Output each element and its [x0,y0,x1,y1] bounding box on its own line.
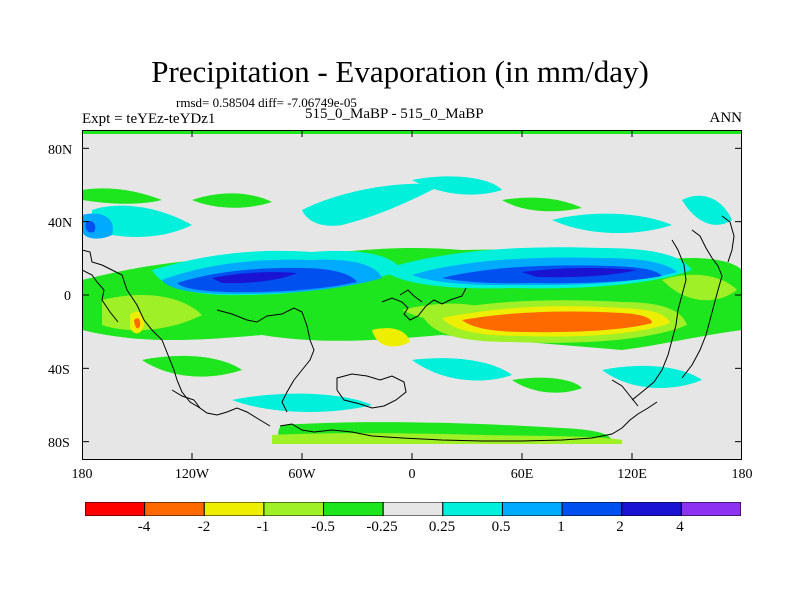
lat-label-0: 0 [64,289,71,304]
stats-text: rmsd= 0.58504 diff= -7.06749e-05 [176,95,357,110]
case-label: 515_0_MaBP - 515_0_MaBP [305,106,484,122]
lat-label-80s: 80S [48,436,70,451]
colorbar-swatch [382,502,444,516]
colorbar-label: -1 [256,519,270,535]
experiment-label: Expt = teYEz-teYDz1 [82,111,216,127]
lon-label-120e: 120E [617,467,647,482]
colorbar-swatch [144,502,205,516]
colorbar-swatch [680,502,741,516]
colorbar-label: 1 [557,519,565,535]
colorbar-label: 4 [676,519,684,535]
colorbar-swatch [561,502,623,516]
axis-ticks [82,130,742,460]
colorbar-swatch [85,502,146,516]
lon-label-180e: 180 [731,467,753,482]
lat-label-40s: 40S [48,363,70,378]
lon-label-180w: 180 [71,467,93,482]
colorbar-label: 0.5 [491,519,511,535]
lon-label-0: 0 [408,467,416,482]
coastlines [82,215,735,442]
colorbar-swatch [323,502,384,516]
lat-label-40n: 40N [48,216,73,231]
lon-label-60e: 60E [510,467,534,482]
colorbar-label: 2 [616,519,624,535]
lat-label-80n: 80N [48,143,73,158]
plot-title: Precipitation - Evaporation (in mm/day) [151,54,649,89]
season-label: ANN [709,110,743,126]
colorbar-label: 0.25 [428,519,456,535]
colorbar-swatch [442,502,503,516]
colorbar-swatch [203,502,265,516]
colorbar-swatch [501,502,563,516]
colorbar-swatch [621,502,682,516]
colorbar-label: -0.25 [366,519,398,535]
map-panel [82,130,742,460]
colorbar-swatch [263,502,325,516]
colorbar-label: -2 [197,519,211,535]
anomaly-field [82,176,742,444]
colorbar [85,502,741,516]
colorbar-label: -0.5 [311,519,335,535]
lon-label-60w: 60W [288,467,316,482]
lon-label-120w: 120W [174,467,210,482]
colorbar-label: -4 [137,519,151,535]
